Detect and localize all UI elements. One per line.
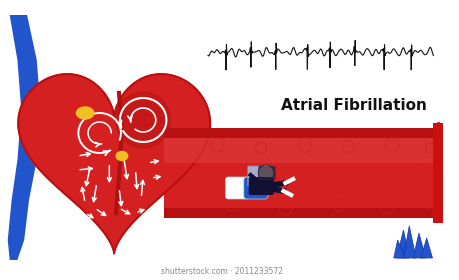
Text: Atrial Fibrillation: Atrial Fibrillation [280,97,426,113]
FancyBboxPatch shape [248,166,259,186]
Polygon shape [8,15,41,260]
Polygon shape [18,74,210,253]
Bar [164,128,440,138]
FancyBboxPatch shape [244,177,268,199]
FancyBboxPatch shape [258,166,276,180]
Polygon shape [394,240,405,258]
Polygon shape [421,238,432,258]
Polygon shape [413,233,425,258]
Polygon shape [397,230,409,258]
Polygon shape [403,226,416,258]
Text: shutterstock.com · 2011233572: shutterstock.com · 2011233572 [161,267,283,277]
Ellipse shape [116,151,128,160]
Bar [433,123,443,223]
Bar [164,138,440,162]
Ellipse shape [77,107,94,119]
Bar [164,208,440,218]
FancyBboxPatch shape [249,177,274,195]
FancyBboxPatch shape [225,177,250,199]
Bar [164,128,440,218]
Polygon shape [116,92,170,148]
Circle shape [258,165,274,181]
